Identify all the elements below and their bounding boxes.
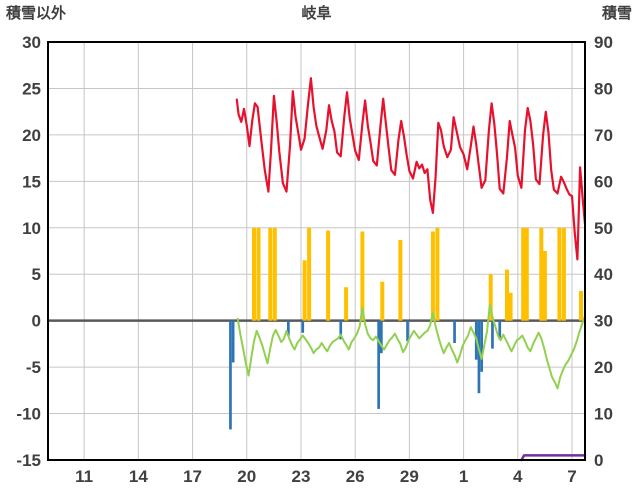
blue-bars <box>301 320 305 333</box>
yellow-bars <box>360 231 365 321</box>
blue-bars <box>406 320 409 342</box>
blue-bars <box>498 320 502 340</box>
left-axis-title: 積雪以外 <box>6 5 67 22</box>
yellow-bars <box>505 269 509 321</box>
blue-bars <box>231 320 235 363</box>
y-right-tick-label: 30 <box>594 312 613 331</box>
y-left-tick-label: 10 <box>22 219 41 238</box>
y-right-tick-label: 40 <box>594 265 613 284</box>
yellow-bars <box>430 231 435 321</box>
x-tick-label: 17 <box>183 467 202 486</box>
purple-line <box>520 454 587 462</box>
x-tick-label: 11 <box>75 467 93 486</box>
plot-border <box>47 41 586 461</box>
yellow-bars <box>524 227 529 321</box>
blue-bars <box>477 320 481 394</box>
x-tick-label: 14 <box>129 467 148 486</box>
x-tick-label: 26 <box>346 467 365 486</box>
y-right-tick-label: 50 <box>594 219 613 238</box>
y-left-tick-label: 5 <box>32 265 41 284</box>
y-left-tick-label: -10 <box>16 405 41 424</box>
yellow-bars <box>561 227 566 321</box>
green-line <box>236 303 586 390</box>
yellow-bars <box>252 227 256 321</box>
x-tick-label: 1 <box>459 467 468 486</box>
yellow-bars <box>539 227 544 321</box>
yellow-bars <box>307 227 312 321</box>
x-tick-label: 20 <box>237 467 256 486</box>
blue-bars <box>453 320 456 343</box>
y-right-tick-label: 70 <box>594 126 613 145</box>
blue-bars <box>287 320 290 336</box>
y-left-tick-label: 20 <box>22 126 41 145</box>
yellow-bars <box>521 227 526 321</box>
yellow-bars <box>268 227 273 321</box>
blue-bars <box>339 320 343 340</box>
y-right-tick-label: 0 <box>594 451 603 470</box>
yellow-bars <box>435 227 440 321</box>
y-right-tick-label: 20 <box>594 358 613 377</box>
yellow-bars <box>508 292 513 321</box>
yellow-bars <box>272 227 277 321</box>
yellow-bars <box>256 227 261 321</box>
blue-bars <box>480 320 483 372</box>
x-tick-label: 4 <box>513 467 523 486</box>
yellow-bars <box>557 227 562 321</box>
yellow-bars <box>398 239 403 321</box>
blue-bars <box>380 320 383 354</box>
yellow-bars <box>542 251 547 321</box>
y-left-tick-label: 15 <box>22 172 41 191</box>
y-right-tick-label: 10 <box>594 405 613 424</box>
y-left-tick-label: 30 <box>22 33 41 52</box>
x-tick-label: 7 <box>567 467 576 486</box>
right-axis-title: 積雪 <box>601 5 632 22</box>
chart-title: 岐阜 <box>301 5 332 22</box>
yellow-bars <box>380 281 385 321</box>
yellow-bars <box>579 290 583 321</box>
y-right-tick-label: 90 <box>594 33 613 52</box>
blue-bars <box>377 320 380 409</box>
blue-bars <box>491 320 494 349</box>
y-right-tick-label: 80 <box>594 79 613 98</box>
yellow-bars <box>302 260 307 321</box>
blue-bars <box>229 320 232 430</box>
yellow-bars <box>326 230 331 321</box>
y-left-tick-label: 0 <box>32 312 41 331</box>
yellow-bars <box>344 287 349 321</box>
y-left-tick-label: -15 <box>16 451 41 470</box>
red-line <box>235 77 587 261</box>
y-right-tick-label: 60 <box>594 172 613 191</box>
x-tick-label: 29 <box>400 467 419 486</box>
y-left-tick-label: 25 <box>22 79 41 98</box>
x-tick-label: 23 <box>292 467 311 486</box>
yellow-bars <box>488 274 493 321</box>
y-left-tick-label: -5 <box>26 358 41 377</box>
